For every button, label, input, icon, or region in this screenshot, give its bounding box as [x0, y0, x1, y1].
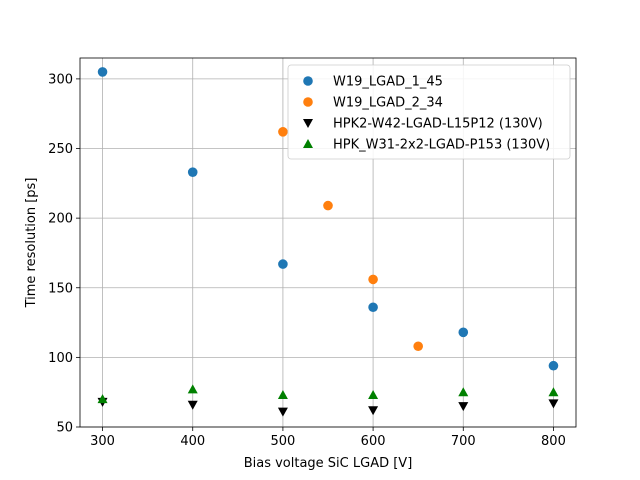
axis-ticks: 300 400 500 600 700 800 50 100 150 200 250 300 — [48, 72, 566, 449]
data-point-series-4 — [368, 389, 379, 399]
legend-label-1: W19_LGAD_1_45 — [333, 75, 443, 90]
x-tick-label: 800 — [541, 434, 566, 449]
data-point-series-1 — [187, 167, 198, 177]
y-tick-label: 150 — [48, 281, 73, 296]
data-point-series-3 — [187, 400, 198, 410]
legend-label-2: W19_LGAD_2_34 — [333, 96, 443, 111]
data-point-series-2 — [278, 127, 288, 137]
data-point-series-1 — [97, 67, 108, 77]
y-tick-label: 300 — [48, 72, 73, 87]
x-tick-label: 600 — [361, 434, 386, 449]
x-tick-label: 500 — [270, 434, 295, 449]
plot-frame — [79, 57, 577, 428]
data-point-series-3 — [277, 407, 288, 417]
y-tick-label: 250 — [48, 142, 73, 157]
data-point-series-2 — [413, 341, 423, 352]
y-tick-label: 200 — [48, 212, 73, 227]
data-point-series-3 — [548, 399, 559, 409]
data-point-series-1 — [548, 360, 559, 371]
data-point-series-1 — [278, 259, 288, 269]
data-point-series-4 — [277, 389, 288, 399]
legend-marker-2 — [303, 97, 313, 107]
legend-marker-1 — [303, 76, 313, 86]
legend-marker-3 — [303, 119, 313, 128]
data-point-series-4 — [458, 387, 469, 397]
x-tick-label: 300 — [90, 434, 115, 449]
data-point-series-1 — [458, 327, 469, 338]
legend-box — [287, 64, 571, 160]
legend-marker-4 — [303, 139, 313, 148]
data-point-series-1 — [368, 302, 378, 313]
data-point-series-4 — [548, 387, 559, 397]
legend: W19_LGAD_1_45 W19_LGAD_2_34 HPK2-W42-LGAD-… — [287, 64, 571, 160]
x-tick-label: 700 — [451, 434, 476, 449]
data-point-series-2 — [368, 274, 378, 285]
legend-label-4: HPK_W31-2x2-LGAD-P153 (130V) — [333, 138, 550, 153]
data-points — [97, 67, 559, 417]
data-point-series-3 — [368, 406, 379, 416]
y-tick-label: 100 — [48, 351, 73, 366]
data-point-series-3 — [458, 402, 469, 412]
y-tick-label: 50 — [56, 421, 73, 436]
data-point-series-4 — [187, 384, 198, 394]
x-tick-label: 400 — [180, 434, 205, 449]
legend-label-3: HPK2-W42-LGAD-L15P12 (130V) — [333, 117, 543, 132]
data-point-series-2 — [323, 200, 333, 211]
y-axis-label: Time resolution [ps] — [24, 178, 39, 309]
data-point-series-4 — [97, 394, 108, 404]
x-axis-label: Bias voltage SiC LGAD [V] — [244, 456, 413, 471]
